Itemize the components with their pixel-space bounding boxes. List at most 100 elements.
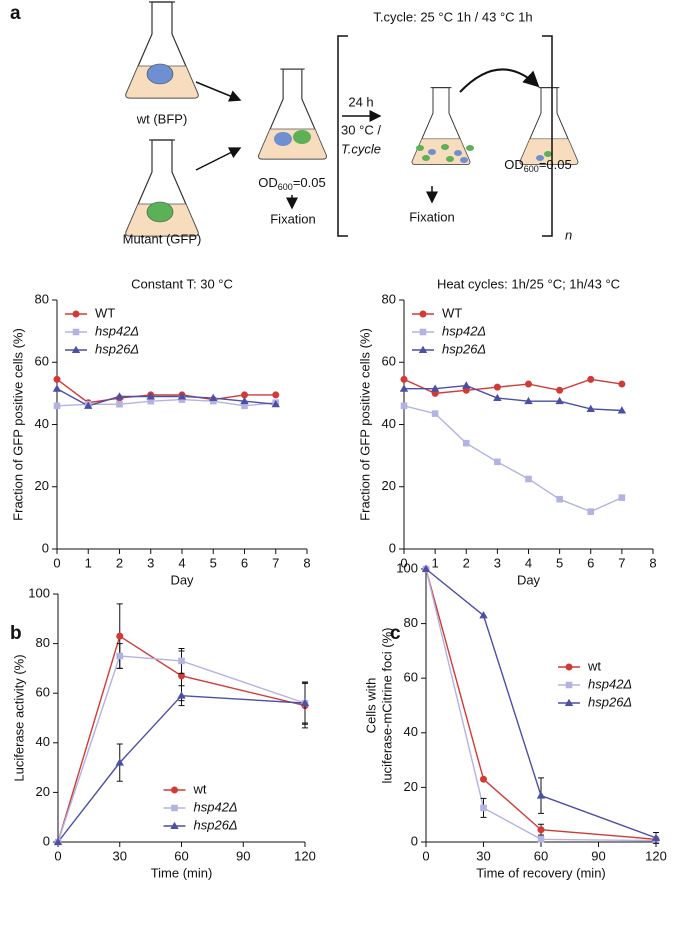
series-line [425, 568, 657, 839]
y-tick-label: 20 [36, 784, 50, 799]
fixation-label: Fixation [270, 211, 316, 226]
marker [272, 391, 280, 399]
marker [71, 345, 81, 353]
y-axis-label: Cells with [363, 678, 378, 734]
legend-label: hsp42Δ [442, 323, 486, 338]
marker [419, 328, 427, 336]
y-tick-label: 0 [43, 833, 50, 848]
x-tick-label: 8 [649, 555, 656, 570]
y-tick-label: 0 [411, 833, 418, 848]
panel-label: a [10, 3, 21, 24]
legend-label: WT [95, 305, 115, 320]
cycle-title: T.cycle: 25 °C 1h / 43 °C 1h [373, 9, 532, 24]
marker [241, 391, 248, 399]
y-tick-label: 80 [382, 291, 396, 306]
series-line [403, 405, 623, 513]
od-rest: =0.05 [539, 157, 572, 172]
marker [480, 775, 487, 783]
marker [431, 410, 439, 417]
cell [544, 151, 552, 157]
series-line [403, 378, 622, 395]
x-tick-label: 3 [494, 555, 501, 570]
legend-label: hsp26Δ [588, 694, 632, 709]
x-tick-label: 60 [174, 848, 188, 863]
marker [565, 663, 573, 671]
y-tick-label: 60 [404, 670, 418, 685]
marker [565, 681, 573, 689]
x-tick-label: 3 [147, 555, 154, 570]
y-tick-label: 40 [404, 724, 418, 739]
panel-label: c [390, 623, 401, 644]
series-line [425, 568, 657, 842]
marker [177, 392, 187, 400]
series-line [57, 694, 306, 843]
legend-label: wt [193, 781, 207, 796]
x-tick-label: 30 [113, 848, 127, 863]
marker [525, 475, 532, 483]
legend-label: hsp42Δ [588, 676, 632, 691]
marker [53, 375, 61, 383]
panel-label: b [10, 623, 22, 644]
marker [524, 396, 533, 405]
x-tick-label: 2 [116, 555, 123, 570]
y-tick-label: 80 [35, 291, 49, 306]
series-line [57, 635, 306, 843]
bracket [337, 35, 348, 237]
series-line [57, 655, 306, 843]
series-line [404, 384, 622, 412]
marker [241, 402, 248, 410]
marker [493, 393, 502, 402]
chart-title: Heat cycles: 1h/25 °C; 1h/43 °C [437, 276, 620, 291]
arrow [459, 68, 540, 93]
marker [240, 396, 249, 405]
x-tick-label: 0 [54, 848, 61, 863]
marker [170, 821, 179, 829]
marker [147, 397, 155, 405]
flask-label: Mutant (GFP) [123, 231, 202, 246]
marker [479, 611, 488, 619]
diagram: T.cycle: 25 °C 1h / 43 °C 1h wt (BFP) Mu… [123, 1, 579, 246]
y-axis-label: luciferase-mCitrine foci (%) [379, 627, 394, 783]
marker [651, 833, 661, 841]
y-tick-label: 40 [382, 416, 396, 431]
od-main: OD [504, 157, 524, 172]
marker [419, 310, 427, 318]
arrow [195, 81, 242, 102]
series-line [56, 388, 276, 407]
marker [177, 691, 186, 699]
fixation-label: Fixation [409, 209, 455, 224]
x-tick-label: 30 [476, 848, 490, 863]
marker [564, 698, 574, 706]
y-axis-label: Luciferase activity (%) [11, 654, 26, 781]
marker [300, 698, 310, 707]
marker [116, 632, 124, 640]
cell [146, 201, 174, 223]
marker [400, 375, 408, 383]
x-tick-label: 7 [618, 555, 625, 570]
chart-title: Constant T: 30 °C [131, 276, 233, 291]
marker [480, 804, 487, 812]
x-tick-label: 0 [53, 555, 60, 570]
marker [52, 384, 62, 392]
cells [416, 144, 474, 163]
x-tick-label: 60 [534, 848, 548, 863]
marker [271, 399, 280, 408]
x-tick-label: 4 [525, 555, 532, 570]
marker [555, 396, 564, 405]
marker [586, 404, 595, 412]
x-tick-label: 1 [85, 555, 92, 570]
cell [293, 130, 311, 144]
series-line [56, 378, 276, 404]
x-tick-label: 0 [400, 555, 407, 570]
chart: 0 20 40 60 80 100 0 30 60 90 120 Time of recovery (… [363, 560, 666, 880]
x-tick-label: 120 [645, 848, 667, 863]
y-tick-label: 20 [404, 779, 418, 794]
marker [537, 835, 545, 843]
marker [178, 672, 185, 680]
marker [618, 494, 626, 501]
marker [418, 345, 428, 353]
x-tick-label: 4 [178, 555, 185, 570]
od-sub: 600 [278, 182, 293, 192]
marker [209, 393, 218, 402]
